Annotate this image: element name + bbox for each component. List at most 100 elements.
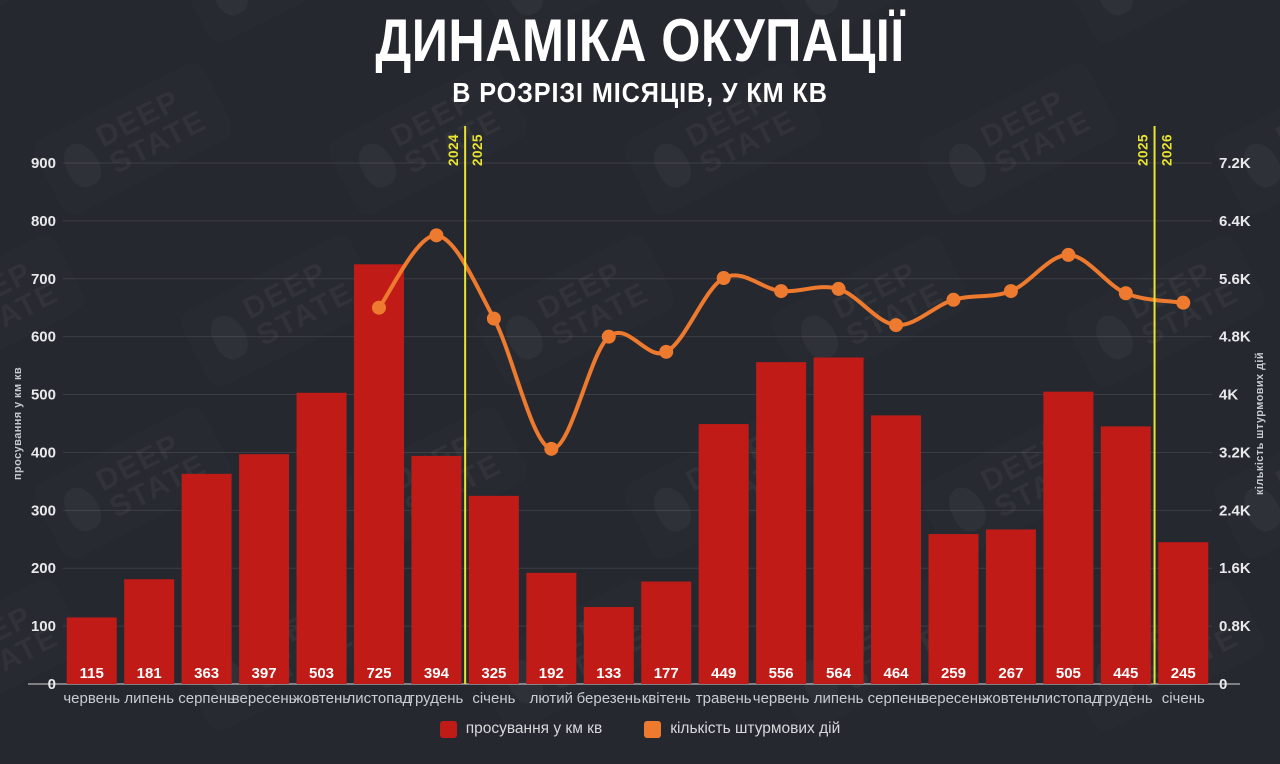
year-label-right: 2025 [470,134,485,166]
legend-label-assaults: кількість штурмових дій [670,720,841,737]
bar-червень-12 [756,362,807,684]
right-axis-tick: 4K [1219,387,1238,404]
chart-legend: просування у км кв кількість штурмових д… [0,720,1280,738]
assaults-line-point [659,344,674,359]
bar-value-label: 397 [252,665,277,682]
bar-value-label: 267 [998,665,1023,682]
right-axis-tick: 6.4K [1219,213,1251,230]
assaults-line-point [946,292,961,307]
month-label: січень [472,690,515,707]
right-axis-tick: 0 [1219,676,1227,693]
bar-грудень-6 [411,455,462,684]
legend-item-advance: просування у км кв [439,720,603,738]
month-label: липень [814,690,864,707]
bar-value-label: 725 [366,665,391,682]
left-axis-tick: 800 [31,213,56,230]
bar-value-label: 445 [1113,665,1138,682]
left-axis-tick: 100 [31,618,56,635]
bar-липень-13 [813,357,864,684]
assaults-line-point [1176,295,1191,310]
bar-серпень-14 [871,415,922,684]
month-label: листопад [347,690,412,707]
right-axis-title: кількість штурмових дій [1254,352,1266,495]
bar-січень-19 [1158,542,1209,684]
assaults-line-point [831,281,846,296]
title-block: ДИНАМІКА ОКУПАЦІЇ В РОЗРІЗІ МІСЯЦІВ, У К… [0,6,1280,109]
month-label: грудень [410,690,464,707]
assaults-line-point [889,318,904,333]
legend-label-advance: просування у км кв [465,720,603,737]
left-axis-tick: 400 [31,444,56,461]
bar-value-label: 133 [596,665,621,682]
bar-value-label: 505 [1056,665,1081,682]
bar-value-label: 503 [309,665,334,682]
chart-subtitle: В РОЗРІЗІ МІСЯЦІВ, У КМ КВ [452,77,828,108]
bar-value-label: 115 [80,665,104,682]
assaults-line-point [371,300,386,315]
month-label: травень [696,690,752,707]
bar-value-label: 556 [769,665,794,682]
bar-value-label: 449 [711,665,736,682]
bar-жовтень-16 [985,529,1036,684]
bar-вересень-15 [928,534,979,684]
month-label: вересень [232,690,297,707]
legend-swatch-advance [439,720,457,738]
left-axis-tick: 700 [31,271,56,288]
month-label: червень [63,690,120,707]
assaults-line-point [429,228,444,243]
assaults-line-point [716,271,731,286]
bar-жовтень-4 [296,392,347,684]
left-axis-tick: 300 [31,502,56,519]
bar-вересень-3 [239,454,290,684]
month-label: вересень [921,690,986,707]
right-axis-tick: 2.4K [1219,502,1251,519]
chart-title: ДИНАМІКА ОКУПАЦІЇ [375,7,905,74]
right-axis-tick: 1.6K [1219,560,1251,577]
bar-value-label: 259 [941,665,966,682]
assaults-line-point [601,329,616,344]
bar-value-label: 564 [826,665,852,682]
bar-листопад-17 [1043,391,1094,684]
year-label-right: 2026 [1160,134,1175,166]
month-label: червень [753,690,810,707]
bar-value-label: 464 [884,665,910,682]
assaults-line-point [774,284,789,299]
assaults-line-point [1118,286,1133,301]
year-label-left: 2025 [1136,134,1151,166]
left-axis-tick: 200 [31,560,56,577]
month-label: березень [577,690,641,707]
right-axis-tick: 0.8K [1219,618,1251,635]
bar-грудень-18 [1100,426,1151,684]
bar-value-label: 192 [539,665,564,682]
bar-value-label: 245 [1171,665,1196,682]
bar-value-label: 394 [424,665,450,682]
bar-серпень-2 [181,473,232,684]
bar-value-label: 363 [194,665,219,682]
month-label: серпень [178,690,235,707]
bar-value-label: 325 [481,665,506,682]
assaults-line-point [1061,247,1076,262]
bar-value-label: 177 [654,665,679,682]
month-label: квітень [642,690,691,707]
month-label: лютий [530,690,573,707]
month-label: жовтень [293,690,350,707]
assaults-line-point [486,311,501,326]
bar-value-label: 181 [137,665,162,682]
left-axis-tick: 0 [48,676,56,693]
bar-січень-7 [468,495,519,684]
right-axis-tick: 7.2K [1219,155,1251,172]
month-label: січень [1162,690,1205,707]
left-axis-tick: 600 [31,329,56,346]
left-axis-tick: 500 [31,387,56,404]
assaults-line-point [1003,284,1018,299]
bar-листопад-5 [353,264,404,684]
assaults-line-point [544,441,559,456]
legend-item-assaults: кількість штурмових дій [644,720,840,738]
right-axis-tick: 5.6K [1219,271,1251,288]
bar-лютий-8 [526,572,577,684]
bar-квітень-10 [641,581,692,684]
right-axis-tick: 4.8K [1219,329,1251,346]
right-axis-tick: 3.2K [1219,444,1251,461]
